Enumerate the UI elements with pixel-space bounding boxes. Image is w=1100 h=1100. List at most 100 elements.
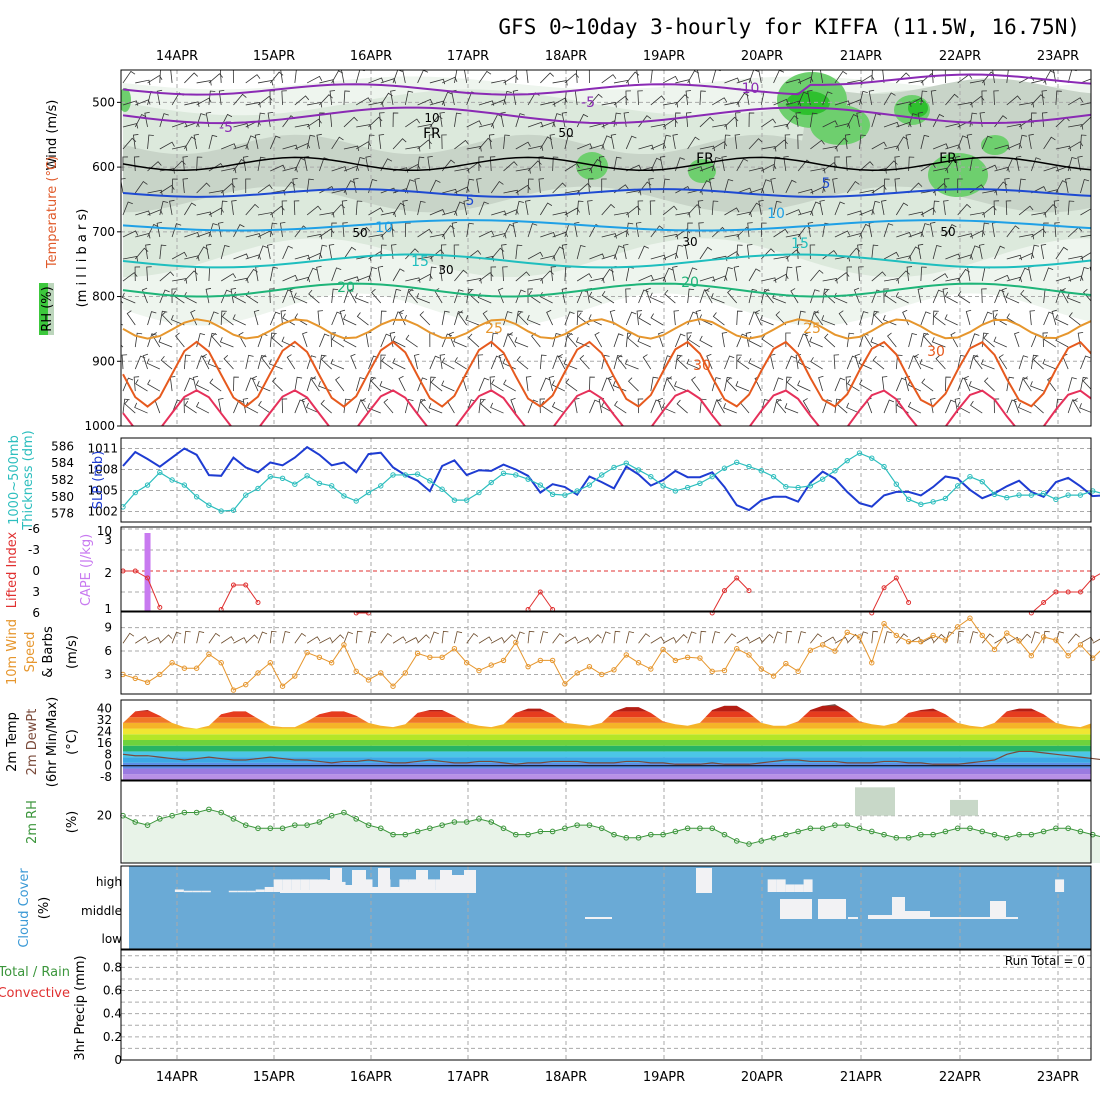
- wind-barb: [442, 188, 458, 195]
- thickness-marker: [856, 450, 863, 456]
- wind10-axis-label: (m/s): [65, 635, 80, 669]
- wind-speed-marker: [1077, 642, 1084, 648]
- wind-barb: [625, 90, 631, 105]
- wind-barb: [1006, 225, 1020, 238]
- date-label: 14APR: [156, 49, 198, 64]
- wind-barb: [171, 288, 177, 304]
- wind-barb: [417, 256, 433, 262]
- wind-barb: [908, 182, 923, 194]
- wind-barb: [377, 265, 384, 282]
- rh-marker: [598, 825, 605, 832]
- high-cloud-bar: [201, 890, 211, 893]
- rh-marker: [144, 822, 151, 828]
- wind-barb: [626, 164, 642, 172]
- wind-barb: [637, 336, 651, 348]
- wind-speed-marker: [697, 655, 703, 661]
- wind-barb: [159, 244, 167, 260]
- wind-barb: [527, 160, 542, 172]
- wind-barb: [121, 177, 126, 194]
- wind-barb: [1094, 357, 1100, 369]
- wind-barb: [122, 201, 133, 216]
- slp-tick-label: 1008: [87, 463, 118, 477]
- wind-barb: [480, 399, 492, 414]
- wind-barb: [776, 398, 787, 414]
- wind-barb: [963, 375, 971, 392]
- wind-barb: [339, 309, 346, 326]
- wind-barb: [526, 314, 541, 326]
- wind-barb: [134, 247, 149, 260]
- wind-barb: [429, 376, 436, 392]
- date-label: 16APR: [350, 1070, 392, 1085]
- wind-barb: [390, 89, 396, 106]
- wind-speed-marker: [991, 646, 998, 653]
- wind-barb: [822, 250, 838, 260]
- wind-barb: [672, 265, 678, 282]
- wind-barb: [699, 116, 714, 128]
- wind-barb: [589, 399, 600, 414]
- wind-barb: [564, 636, 579, 644]
- wind-barb: [675, 634, 688, 644]
- rh-marker: [856, 825, 863, 832]
- thickness-marker: [918, 501, 924, 508]
- rh-marker: [893, 834, 900, 841]
- wind-barb: [1051, 309, 1057, 326]
- wind-barb: [895, 291, 909, 304]
- wind-barb: [135, 379, 148, 392]
- wind-barb: [1054, 314, 1069, 326]
- thickness-marker: [463, 497, 470, 503]
- wind-barb: [711, 200, 719, 216]
- wind-barb: [269, 222, 278, 238]
- wind-barb: [121, 354, 128, 370]
- wind-barb: [856, 111, 862, 128]
- wind-speed-marker: [979, 632, 985, 639]
- wind-barb: [1006, 376, 1015, 392]
- wind-barb: [1018, 205, 1034, 216]
- wind-barb: [1068, 312, 1081, 326]
- wind-barb: [552, 182, 567, 194]
- wind-barb: [748, 112, 755, 127]
- thickness-tick-label: 584: [51, 456, 74, 470]
- wind-barb: [773, 256, 789, 262]
- rh-marker: [304, 822, 310, 828]
- thickness-marker: [304, 473, 310, 479]
- thickness-marker: [954, 483, 961, 489]
- wind-speed-marker: [402, 670, 409, 676]
- wind-barb: [917, 111, 924, 128]
- wind-barb: [551, 380, 566, 392]
- wind-barb: [526, 70, 529, 83]
- temperature-axis-label: Temperature (°C): [45, 156, 60, 269]
- rh-marker: [463, 819, 470, 825]
- wind-barb: [507, 332, 517, 348]
- rh-marker: [586, 822, 593, 828]
- wind-barb: [1030, 631, 1040, 644]
- high-cloud-bar: [785, 884, 795, 892]
- wind-barb: [601, 203, 615, 216]
- wind-barb: [195, 401, 210, 414]
- wind-barb: [208, 207, 224, 216]
- wind-barb: [760, 288, 770, 304]
- wind-barb: [687, 288, 695, 304]
- wind-barb: [637, 200, 644, 216]
- rh-marker: [267, 825, 274, 832]
- wind-barb: [441, 91, 453, 106]
- wind-barb: [355, 377, 365, 392]
- wind-barb: [269, 266, 278, 282]
- wind-barb: [392, 268, 405, 282]
- wind-speed-marker: [709, 668, 715, 675]
- wind-barb: [957, 377, 968, 392]
- wind-barb: [834, 201, 845, 216]
- wind-barb: [1042, 332, 1048, 348]
- wind-barb: [650, 225, 664, 238]
- dewpoint-line: [122, 750, 1100, 765]
- wind-barb: [588, 314, 602, 326]
- wind-barb: [1089, 266, 1091, 275]
- wind-barb: [635, 221, 642, 238]
- date-label: 21APR: [840, 1070, 882, 1085]
- wind-barb: [994, 636, 1008, 644]
- rh-marker: [1040, 828, 1047, 835]
- wind-speed-marker: [586, 663, 593, 670]
- wind-barb: [624, 359, 639, 370]
- wind-barb: [917, 287, 924, 304]
- wind-barb: [439, 111, 445, 128]
